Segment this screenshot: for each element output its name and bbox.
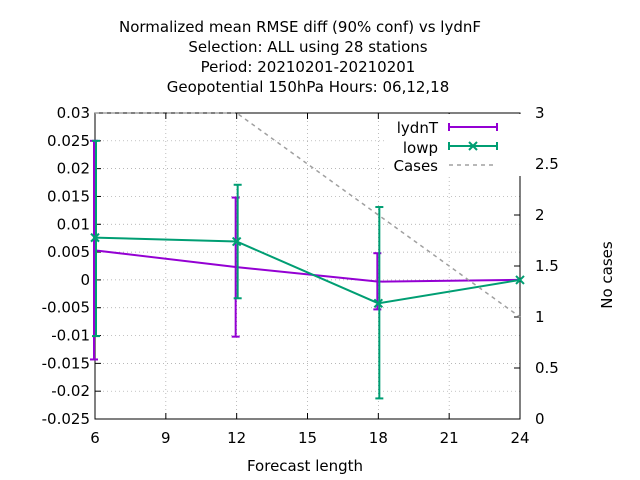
- y-tick-label: 0.02: [57, 160, 90, 178]
- point-marker-lowp: [231, 236, 242, 247]
- legend-label-cases: Cases: [393, 157, 438, 175]
- x-tick-label: 21: [440, 429, 459, 447]
- x-tick-label: 9: [161, 429, 171, 447]
- title-line-2: Selection: ALL using 28 stations: [188, 38, 427, 56]
- legend-label-lydnT: lydnT: [397, 119, 439, 137]
- y-tick-label: -0.025: [42, 410, 90, 428]
- x-tick-label: 6: [90, 429, 100, 447]
- y-tick-labels: 0.03 0.025 0.02 0.015 0.01 0.005 0 -0.005 -0.01 -…: [42, 104, 90, 428]
- x-axis-label: Forecast length: [247, 457, 363, 475]
- x-tick-label: 18: [369, 429, 388, 447]
- series: [90, 112, 525, 400]
- point-marker-lowp: [515, 275, 525, 285]
- legend-label-lowp: lowp: [403, 139, 438, 157]
- x-tick-label: 24: [510, 429, 529, 447]
- y-tick-label: -0.005: [42, 299, 90, 317]
- y-tick-label: 0.015: [47, 187, 90, 205]
- y2-axis-label: No cases: [598, 241, 616, 309]
- y2-tick-label: 0: [535, 410, 545, 428]
- y2-tick-label: 2.5: [535, 155, 559, 173]
- y2-tick-labels: 3 2.5 2 1.5 1 0.5 0: [535, 104, 559, 428]
- chart-title: Normalized mean RMSE diff (90% conf) vs …: [119, 18, 481, 96]
- y2-tick-label: 2: [535, 206, 545, 224]
- point-marker-lowp: [90, 232, 100, 243]
- series-line-lowp: [94, 236, 521, 305]
- x-tick-label: 15: [298, 429, 317, 447]
- y-tick-label: -0.02: [51, 382, 90, 400]
- series-line-lydnT: [94, 249, 521, 283]
- legend: lydnT lowp Cases: [386, 114, 530, 176]
- title-line-4: Geopotential 150hPa Hours: 06,12,18: [167, 78, 450, 96]
- y2-tick-label: 0.5: [535, 359, 559, 377]
- point-marker-lowp: [373, 298, 384, 308]
- y-tick-label: 0.03: [57, 104, 90, 122]
- title-line-1: Normalized mean RMSE diff (90% conf) vs …: [119, 18, 481, 36]
- y-tick-label: -0.01: [51, 327, 90, 345]
- y-tick-label: 0.01: [57, 215, 90, 233]
- y2-tick-label: 1.5: [535, 257, 559, 275]
- x-tick-labels: 6 9 12 15 18 21 24: [90, 429, 529, 447]
- title-line-3: Period: 20210201-20210201: [201, 58, 416, 76]
- y-tick-label: 0.025: [47, 132, 90, 150]
- y-tick-label: 0.005: [47, 243, 90, 261]
- y-tick-label: 0: [80, 271, 90, 289]
- y-tick-label: -0.015: [42, 354, 90, 372]
- legend-marker-lowp: [468, 141, 478, 151]
- x-tick-label: 12: [227, 429, 246, 447]
- y2-tick-label: 1: [535, 308, 545, 326]
- y2-tick-label: 3: [535, 104, 545, 122]
